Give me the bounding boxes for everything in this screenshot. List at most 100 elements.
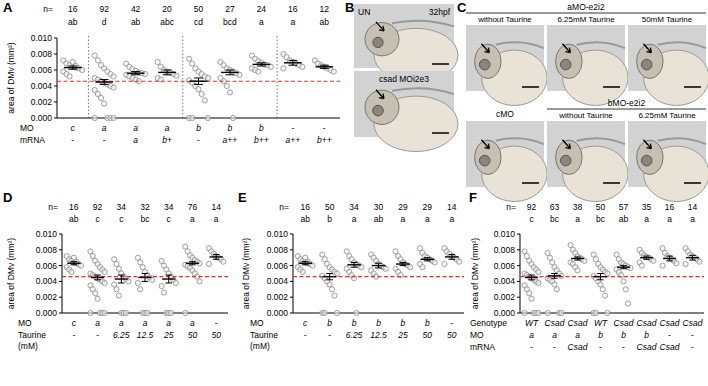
panel: Aarea of DMv (mm²)0.0000.0020.0040.0060.… xyxy=(3,0,340,145)
tick xyxy=(54,118,57,119)
data-point xyxy=(603,293,608,298)
panel: Darea of DMv (mm²)0.0000.0020.0040.0060.… xyxy=(3,190,228,351)
error-bar xyxy=(528,275,534,280)
micrograph xyxy=(628,121,708,202)
tick xyxy=(54,86,57,87)
row-value: Csad xyxy=(637,318,657,328)
error-bar xyxy=(400,262,407,265)
n-value: 34 xyxy=(349,202,359,212)
tick-label: 0.002 xyxy=(36,292,58,302)
row-label: MO xyxy=(470,330,484,340)
n-value: 14 xyxy=(447,202,457,212)
group-letter: ab xyxy=(68,17,78,27)
scale-bar xyxy=(603,86,620,88)
row-label: mRNA xyxy=(20,135,45,145)
tick xyxy=(517,265,520,266)
error-bar xyxy=(131,72,140,75)
n-value: 63 xyxy=(550,202,560,212)
data-point xyxy=(651,258,656,263)
group-letter: a xyxy=(425,214,430,224)
row-value: a xyxy=(166,318,171,328)
mean-line xyxy=(640,257,653,258)
group-letter: a xyxy=(352,214,357,224)
n-value: 57 xyxy=(619,202,629,212)
row-value: WT xyxy=(594,318,608,328)
data-point xyxy=(545,310,550,315)
data-point xyxy=(621,279,626,284)
data-point xyxy=(88,310,93,315)
tick xyxy=(290,313,293,314)
row-value: a xyxy=(165,123,170,133)
n-label: n= xyxy=(279,202,289,212)
row-value: - xyxy=(103,135,106,145)
data-point xyxy=(92,53,97,58)
error-bar xyxy=(194,78,203,84)
row-value: b xyxy=(196,123,201,133)
row-value: c xyxy=(303,318,308,328)
plot-area xyxy=(293,246,464,316)
plot-area xyxy=(62,244,228,316)
micrograph xyxy=(628,25,708,106)
n-value: 34 xyxy=(117,202,127,212)
tick-label: 0.004 xyxy=(31,81,53,91)
data-point xyxy=(639,263,644,268)
n-value: 92 xyxy=(99,4,109,14)
eye xyxy=(373,37,383,47)
group-letter: c xyxy=(167,214,172,224)
data-point xyxy=(354,310,359,315)
head xyxy=(365,90,399,124)
error-bar xyxy=(448,255,455,260)
data-point xyxy=(202,98,207,103)
tick xyxy=(290,234,293,235)
row-value: - xyxy=(622,342,625,352)
group-letter: a xyxy=(259,17,264,27)
row-value: a xyxy=(133,123,138,133)
data-point xyxy=(329,287,334,292)
data-point xyxy=(331,69,336,74)
data-point xyxy=(536,310,541,315)
row-value: 6.25 xyxy=(346,330,363,340)
scale-bar xyxy=(432,63,449,65)
data-point xyxy=(256,69,261,74)
arrow xyxy=(481,140,489,149)
row-value: a++ xyxy=(286,135,301,145)
n-value: 50 xyxy=(325,202,335,212)
body-outline xyxy=(577,138,625,144)
arrow xyxy=(643,140,651,149)
image-label: UN xyxy=(358,7,370,17)
tick xyxy=(290,297,293,298)
scale-bar xyxy=(684,86,701,88)
eye xyxy=(560,155,571,166)
n-value: 12 xyxy=(320,4,330,14)
n-value: 20 xyxy=(162,4,172,14)
tick-label: 0.004 xyxy=(494,276,516,286)
row-value: - xyxy=(691,330,694,340)
n-value: 24 xyxy=(257,4,267,14)
data-point xyxy=(183,310,188,315)
head xyxy=(637,140,664,174)
row-value: Csad xyxy=(568,318,588,328)
data-point xyxy=(111,85,116,90)
data-point xyxy=(536,280,541,285)
scale-bar xyxy=(684,182,701,184)
group-letter: ab xyxy=(131,17,141,27)
group-separator xyxy=(182,36,183,118)
row-value: a xyxy=(575,330,580,340)
axis-title: area of DMv (mm²) xyxy=(6,238,16,309)
row-value: - xyxy=(553,342,556,352)
data-point xyxy=(155,59,160,64)
data-point xyxy=(196,87,201,92)
n-value: 76 xyxy=(188,202,198,212)
row-label: MO xyxy=(18,318,32,328)
data-point xyxy=(116,293,121,298)
y-axis xyxy=(62,234,63,313)
row-value: b xyxy=(352,318,357,328)
tick xyxy=(59,234,62,235)
group-letter: c xyxy=(529,214,534,224)
n-value: 16 xyxy=(288,4,298,14)
arrow xyxy=(643,44,651,53)
n-value: 16 xyxy=(300,202,310,212)
header-rule xyxy=(547,109,706,110)
image-header: cMO xyxy=(496,109,514,119)
error-bar xyxy=(257,63,266,66)
